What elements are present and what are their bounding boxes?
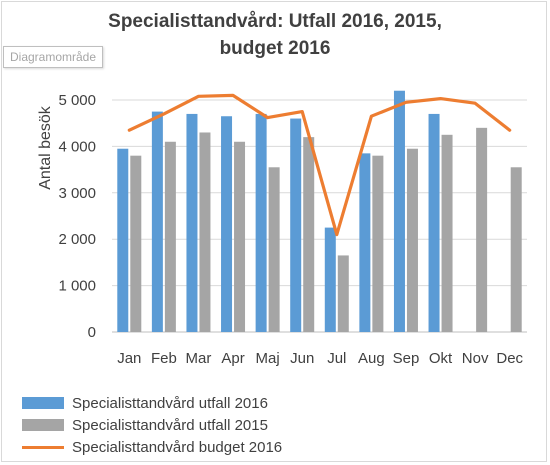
y-axis-label: Antal besök	[37, 105, 54, 190]
bar-utfall-2016-maj[interactable]	[255, 113, 267, 332]
legend-swatch-budget-2016	[22, 445, 64, 449]
bar-utfall-2015-apr[interactable]	[234, 141, 246, 332]
legend-swatch-utfall-2016	[22, 397, 64, 409]
bar-utfall-2016-jul[interactable]	[324, 227, 336, 332]
bar-utfall-2015-jun[interactable]	[303, 137, 315, 332]
budget-2016-line[interactable]	[127, 93, 512, 237]
bar-utfall-2016-jun[interactable]	[290, 118, 302, 332]
chart-area-tooltip: Diagramområde	[3, 46, 104, 68]
x-tick-label: Okt	[429, 350, 453, 367]
legend-swatch-utfall-2015	[22, 419, 64, 431]
x-tick-label: Apr	[221, 350, 244, 367]
y-tick-label: 2 000	[58, 231, 96, 248]
bar-utfall-2015-maj[interactable]	[268, 167, 280, 332]
y-tick-label: 0	[88, 324, 96, 341]
y-tick-label: 1 000	[58, 278, 96, 295]
x-tick-label: Jul	[327, 350, 346, 367]
legend-label: Specialisttandvård budget 2016	[72, 438, 283, 456]
bar-utfall-2016-mar[interactable]	[186, 113, 198, 332]
chart-title-line-2: budget 2016	[219, 38, 331, 59]
x-tick-label: Jun	[290, 350, 314, 367]
bar-utfall-2016-sep[interactable]	[393, 90, 405, 332]
bar-utfall-2016-aug[interactable]	[359, 153, 371, 332]
y-tick-label: 5 000	[58, 92, 96, 109]
bar-utfall-2015-feb[interactable]	[164, 141, 176, 332]
legend-item-budget-2016[interactable]: Specialisttandvård budget 2016	[22, 436, 282, 458]
x-tick-label: Jan	[117, 350, 141, 367]
legend-item-utfall-2015[interactable]: Specialisttandvård utfall 2015	[22, 414, 282, 436]
bar-utfall-2015-jan[interactable]	[130, 155, 142, 332]
bar-utfall-2016-apr[interactable]	[221, 116, 233, 333]
bar-utfall-2015-okt[interactable]	[441, 134, 453, 332]
chart-title: Specialisttandvård: Utfall 2016, 2015, b…	[0, 8, 550, 62]
x-tick-label: Aug	[358, 350, 385, 367]
x-tick-label: Maj	[256, 350, 280, 367]
legend[interactable]: Specialisttandvård utfall 2016 Specialis…	[22, 392, 282, 458]
x-tick-label: Feb	[151, 350, 177, 367]
bar-utfall-2015-sep[interactable]	[406, 148, 418, 332]
legend-label: Specialisttandvård utfall 2015	[72, 416, 268, 434]
x-tick-label: Dec	[496, 350, 523, 367]
bar-utfall-2015-jul[interactable]	[337, 255, 349, 332]
chart-title-line-1: Specialisttandvård: Utfall 2016, 2015,	[108, 11, 442, 32]
y-tick-label: 4 000	[58, 138, 96, 155]
x-tick-label: Mar	[186, 350, 212, 367]
bar-utfall-2016-feb[interactable]	[151, 111, 163, 332]
bar-utfall-2016-okt[interactable]	[428, 113, 440, 332]
bar-utfall-2015-dec[interactable]	[510, 167, 522, 332]
legend-label: Specialisttandvård utfall 2016	[72, 394, 268, 412]
bar-utfall-2016-jan[interactable]	[117, 148, 129, 332]
legend-item-utfall-2016[interactable]: Specialisttandvård utfall 2016	[22, 392, 282, 414]
bar-utfall-2015-aug[interactable]	[372, 155, 384, 332]
x-tick-label: Sep	[393, 350, 420, 367]
bar-utfall-2015-nov[interactable]	[476, 127, 488, 332]
y-tick-label: 3 000	[58, 185, 96, 202]
x-tick-label: Nov	[462, 350, 489, 367]
bar-utfall-2015-mar[interactable]	[199, 132, 211, 332]
